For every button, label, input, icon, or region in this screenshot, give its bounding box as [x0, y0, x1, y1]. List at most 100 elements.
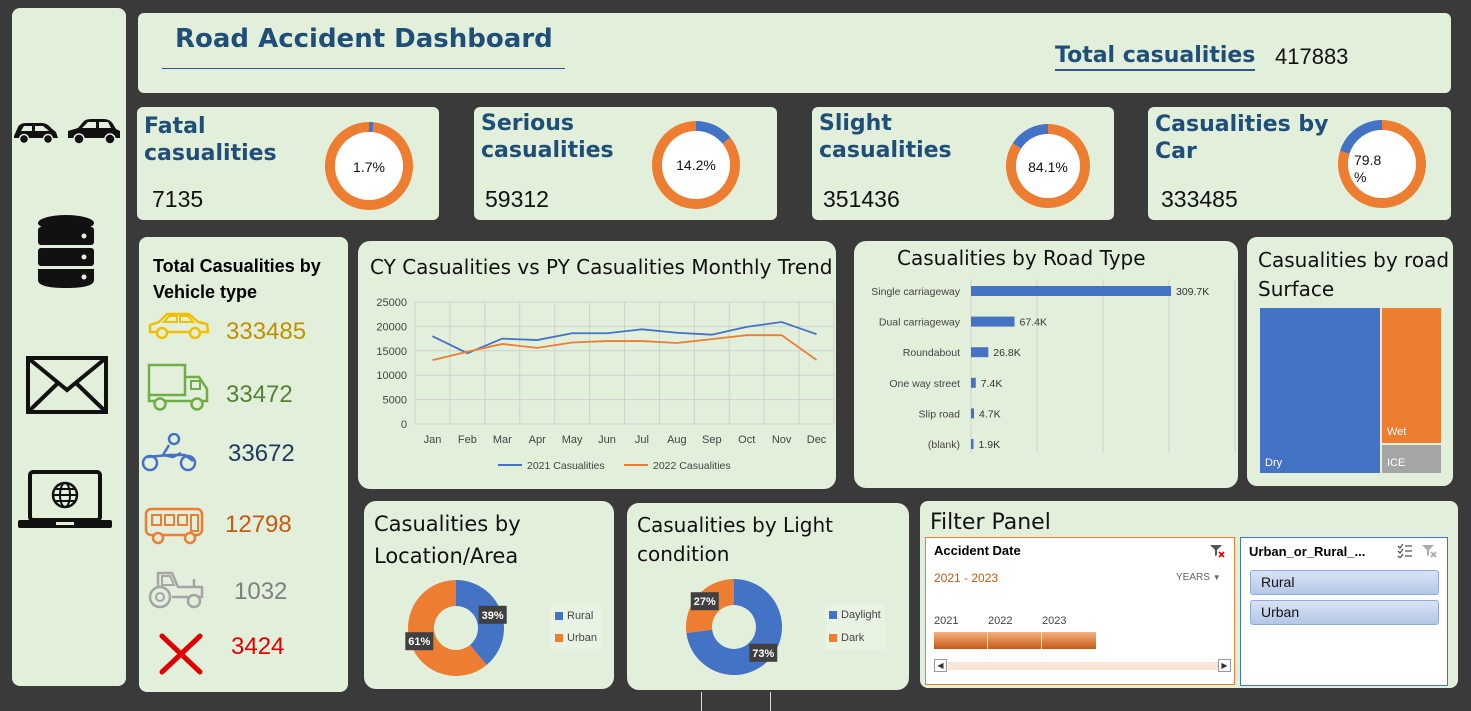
- timeline-scrollbar[interactable]: [948, 662, 1218, 670]
- legend-label: 2022 Casualities: [653, 460, 731, 472]
- truck-icon: [147, 363, 209, 411]
- legend-rural: Rural: [555, 605, 597, 627]
- slicer-option-rural[interactable]: Rural: [1250, 570, 1439, 595]
- x-tick-label: Jul: [635, 434, 649, 446]
- slicer-option-urban[interactable]: Urban: [1250, 600, 1439, 625]
- timeline-selection-bar[interactable]: [934, 632, 1096, 649]
- data-label-bg: [749, 643, 778, 662]
- donut-hole: [1016, 134, 1080, 198]
- database-icon[interactable]: [36, 214, 96, 290]
- location-donut: 39% 61%: [405, 580, 507, 676]
- road-type-chart: Single carriageway 309.7K Dual carriageway…: [871, 279, 1236, 453]
- clear-filter-icon[interactable]: [1209, 544, 1225, 558]
- location-legend: Rural Urban: [551, 605, 601, 649]
- monthly-trend-chart: 25000 20000 15000 10000 5000 0 Jan Feb Mar Apr May…: [376, 297, 835, 472]
- data-label: 7.4K: [981, 378, 1003, 390]
- data-label-bg: [478, 605, 507, 624]
- legend-urban: Urban: [555, 627, 597, 649]
- filter-panel: Filter Panel Accident Date 2021 - 2023 Y…: [920, 501, 1458, 688]
- y-tick-label: 20000: [376, 321, 407, 333]
- donut-value-segment: [696, 121, 731, 144]
- bar: [971, 347, 989, 358]
- data-label: 27%: [694, 596, 716, 608]
- data-label: 26.8K: [993, 347, 1020, 359]
- treemap-wet[interactable]: Wet: [1382, 308, 1441, 443]
- vehicle-motorcycle-value: 33672: [228, 440, 295, 467]
- category-label: Slip road: [919, 408, 961, 420]
- kpi-serious-value: 59312: [485, 186, 549, 212]
- donut-rest-segment: [1339, 120, 1382, 154]
- data-label-bg: [405, 632, 434, 651]
- x-tick-label: Dec: [807, 434, 827, 446]
- data-label-bg: [690, 592, 719, 611]
- kpi-slight-donut: [1006, 124, 1090, 208]
- series-line-2022-casualities: [432, 334, 818, 361]
- data-label: 39%: [482, 610, 504, 622]
- bar: [971, 439, 974, 449]
- x-tick-label: Oct: [738, 434, 755, 446]
- kpi-fatal-value: 7135: [152, 186, 204, 212]
- bar: [971, 316, 1015, 327]
- vehicle-bus-value: 12798: [225, 511, 292, 538]
- cars-icon[interactable]: [12, 114, 124, 146]
- bar: [971, 377, 976, 388]
- y-tick-label: 10000: [376, 370, 407, 382]
- timeline-unit-dropdown[interactable]: YEARS ▼: [1176, 572, 1221, 583]
- timeline-year-2022: 2022: [988, 615, 1013, 627]
- mail-icon[interactable]: [26, 356, 108, 414]
- x-tick-label: Aug: [667, 434, 687, 446]
- vehicle-type-title: Total Casualities by Vehicle type: [153, 256, 321, 302]
- timeline-scroll-right[interactable]: ▶: [1218, 659, 1231, 672]
- kpi-car-pct: 79.8%: [1354, 152, 1382, 185]
- x-tick-label: Sep: [702, 434, 722, 446]
- tractor-icon: [148, 571, 204, 609]
- timeline-slicer: Accident Date 2021 - 2023 YEARS ▼ 2021 2…: [925, 537, 1235, 685]
- donut-hole: [335, 132, 403, 200]
- x-tick-label: Feb: [458, 434, 477, 446]
- x-tick-label: Jun: [598, 434, 616, 446]
- x-tick-label: Mar: [493, 434, 512, 446]
- laptop-globe-icon[interactable]: [18, 470, 112, 530]
- timeline-year-2023: 2023: [1042, 615, 1067, 627]
- kpi-fatal-card: Fatal casualities 7135 1.7%: [137, 107, 439, 220]
- bar: [971, 286, 1171, 296]
- vehicle-tractor-value: 1032: [234, 578, 288, 605]
- x-tick-label: May: [562, 434, 583, 446]
- kpi-slight-pct: 84.1%: [1028, 159, 1068, 175]
- road-type-title: Casualities by Road Type: [897, 246, 1146, 270]
- category-label: Roundabout: [903, 347, 960, 359]
- vehicle-type-panel: Total Casualities by Vehicle type 333485 …: [139, 237, 348, 692]
- data-label: 1.9K: [979, 439, 1001, 451]
- multi-select-icon[interactable]: [1397, 544, 1413, 558]
- total-casualities-label: Total casualities: [1055, 43, 1256, 71]
- legend-daylight: Daylight: [829, 604, 881, 627]
- data-label: 73%: [752, 648, 774, 660]
- clear-filter-icon[interactable]: [1421, 544, 1437, 558]
- filter-panel-title: Filter Panel: [930, 510, 1051, 535]
- timeline-scroll-left[interactable]: ◀: [934, 659, 947, 672]
- donut-hole: [662, 131, 730, 199]
- vehicle-truck-value: 33472: [226, 381, 293, 408]
- monthly-trend-title: CY Casualities vs PY Casualities Monthly…: [370, 255, 833, 279]
- treemap-dry[interactable]: Dry: [1260, 308, 1380, 473]
- category-label: One way street: [889, 378, 960, 390]
- kpi-serious-label: Serious casualities: [481, 111, 614, 163]
- kpi-fatal-label: Fatal casualities: [144, 114, 277, 166]
- car-icon: [148, 312, 210, 340]
- total-casualities-value: 417883: [1275, 44, 1349, 69]
- kpi-slight-card: Slight casualities 351436 84.1%: [812, 107, 1114, 220]
- page-title: Road Accident Dashboard: [175, 24, 553, 54]
- motorcycle-icon: [141, 433, 197, 472]
- series-line-2021-casualities: [432, 321, 817, 355]
- title-underline: [162, 68, 565, 69]
- donut-hole: [1348, 130, 1416, 198]
- category-label: Single carriageway: [871, 286, 960, 298]
- donut-rest-segment: [1012, 124, 1048, 149]
- x-tick-label: Nov: [772, 434, 792, 446]
- kpi-serious-donut: [652, 121, 740, 209]
- treemap-ice[interactable]: ICE: [1382, 445, 1441, 473]
- category-label: Dual carriageway: [879, 317, 961, 329]
- light-legend: Daylight Dark: [825, 604, 885, 650]
- header-panel: Road Accident Dashboard Total casualitie…: [138, 13, 1451, 93]
- data-label: 61%: [408, 636, 430, 648]
